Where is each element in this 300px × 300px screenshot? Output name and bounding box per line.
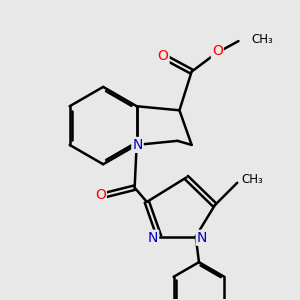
Text: N: N xyxy=(196,231,207,245)
Text: N: N xyxy=(132,138,143,152)
Text: CH₃: CH₃ xyxy=(241,173,263,186)
Text: O: O xyxy=(95,188,106,202)
Text: O: O xyxy=(212,44,223,58)
Text: CH₃: CH₃ xyxy=(251,33,273,46)
Text: N: N xyxy=(148,231,158,245)
Text: O: O xyxy=(158,49,169,63)
